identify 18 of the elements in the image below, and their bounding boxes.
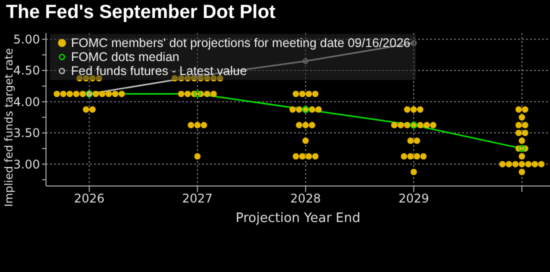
chart-title: The Fed's September Dot Plot: [6, 2, 276, 24]
point: [410, 40, 417, 46]
y-tick-label: 5.00: [13, 32, 40, 47]
x-tick-label: 2029: [398, 192, 429, 206]
y-tick-label: 4.50: [13, 64, 40, 78]
y-tick-label: 3.50: [13, 126, 40, 140]
legend-label: FOMC dots median: [71, 50, 180, 64]
x-tick-label: 2028: [290, 192, 321, 206]
x-axis-title: Projection Year End: [236, 211, 360, 226]
x-tick-label: 2026: [74, 192, 105, 206]
point: [194, 90, 201, 98]
y-tick-label: 3.00: [13, 157, 40, 172]
legend-label: Fed funds futures - Latest value: [71, 64, 247, 78]
x-tick-label: 2027: [182, 192, 213, 206]
legend-label: FOMC members' dot projections for meeting date 09/16/2026: [71, 36, 410, 50]
y-tick-label: 4.00: [13, 94, 40, 109]
point: [518, 145, 526, 152]
point: [302, 58, 308, 64]
